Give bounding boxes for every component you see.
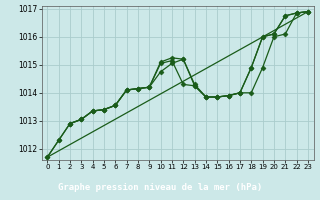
Text: Graphe pression niveau de la mer (hPa): Graphe pression niveau de la mer (hPa) <box>58 182 262 192</box>
